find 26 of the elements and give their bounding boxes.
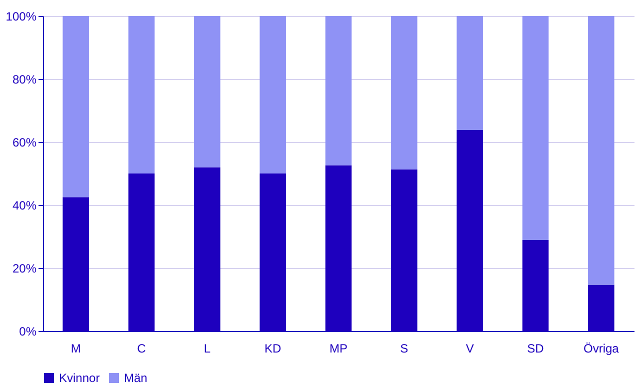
bar: [391, 16, 418, 170]
x-tick-label: Övriga: [583, 342, 620, 356]
bar: [260, 16, 286, 174]
x-tick-label: V: [466, 342, 474, 356]
y-tick-label: 40%: [12, 198, 37, 212]
x-tick-label: L: [204, 342, 211, 356]
bar: [456, 16, 483, 130]
x-tick-label: MP: [330, 342, 348, 356]
bar: [128, 16, 155, 174]
bar: [325, 16, 352, 166]
y-tick-label: 0%: [19, 324, 37, 338]
y-tick-label: 80%: [12, 72, 37, 86]
y-tick-label: 100%: [6, 10, 37, 24]
bar: [194, 16, 220, 168]
x-tick-label: S: [400, 342, 408, 356]
legend-label: Kvinnor: [59, 371, 100, 385]
bar: [62, 16, 89, 198]
bar: [588, 16, 614, 285]
bar: [522, 16, 549, 240]
x-tick-label: KD: [264, 342, 282, 356]
x-tick-label: M: [70, 342, 81, 356]
x-tick-label: C: [137, 342, 146, 356]
x-tick-label: SD: [527, 342, 544, 356]
y-tick-label: 60%: [12, 136, 37, 150]
legend-label: Män: [124, 371, 148, 385]
y-tick-label: 20%: [12, 262, 37, 276]
